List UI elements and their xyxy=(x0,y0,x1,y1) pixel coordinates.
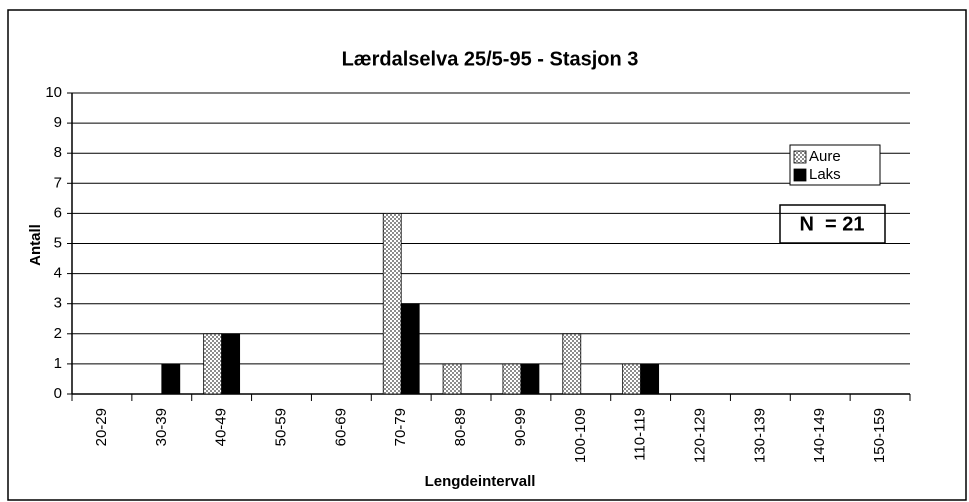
bar xyxy=(640,363,660,395)
x-tick-label: 90-99 xyxy=(512,408,529,446)
legend-label: Laks xyxy=(809,166,841,183)
annotation: N = 21 xyxy=(799,213,864,235)
legend-label: Aure xyxy=(809,148,841,165)
x-tick-label: 120-129 xyxy=(691,408,708,463)
bar xyxy=(161,363,181,395)
chart-title: Lærdalselva 25/5-95 - Stasjon 3 xyxy=(342,48,639,70)
y-tick-label: 6 xyxy=(54,204,62,221)
bar xyxy=(203,333,223,395)
y-tick-label: 3 xyxy=(54,295,62,312)
x-tick-label: 30-39 xyxy=(153,408,170,446)
x-tick-label: 150-159 xyxy=(871,408,888,463)
x-tick-label: 100-109 xyxy=(572,408,589,463)
bar xyxy=(562,333,582,395)
chart-frame xyxy=(7,9,967,501)
legend-swatch xyxy=(793,168,807,182)
y-tick-label: 1 xyxy=(54,355,62,372)
x-axis-label: Lengdeintervall xyxy=(425,473,536,490)
y-tick-label: 8 xyxy=(54,144,62,161)
x-tick-label: 20-29 xyxy=(93,408,110,446)
x-tick-label: 60-69 xyxy=(332,408,349,446)
x-tick-label: 80-89 xyxy=(452,408,469,446)
x-tick-label: 130-139 xyxy=(751,408,768,463)
y-tick-label: 5 xyxy=(54,234,62,251)
x-tick-label: 40-49 xyxy=(213,408,230,446)
y-tick-label: 2 xyxy=(54,325,62,342)
x-tick-label: 50-59 xyxy=(272,408,289,446)
x-tick-label: 70-79 xyxy=(392,408,409,446)
bar xyxy=(442,363,462,395)
y-axis-label: Antall xyxy=(27,224,44,266)
bar xyxy=(400,303,420,395)
bar xyxy=(622,363,642,395)
y-tick-label: 4 xyxy=(54,265,62,282)
y-tick-label: 7 xyxy=(54,174,62,191)
bar xyxy=(221,333,241,395)
bar xyxy=(382,212,402,395)
x-tick-label: 110-119 xyxy=(632,408,649,461)
x-tick-label: 140-149 xyxy=(811,408,828,463)
y-tick-label: 0 xyxy=(54,385,62,402)
y-tick-label: 10 xyxy=(45,84,62,101)
legend-swatch xyxy=(793,150,807,164)
bar xyxy=(502,363,522,395)
y-tick-label: 9 xyxy=(54,114,62,131)
bar xyxy=(520,363,540,395)
